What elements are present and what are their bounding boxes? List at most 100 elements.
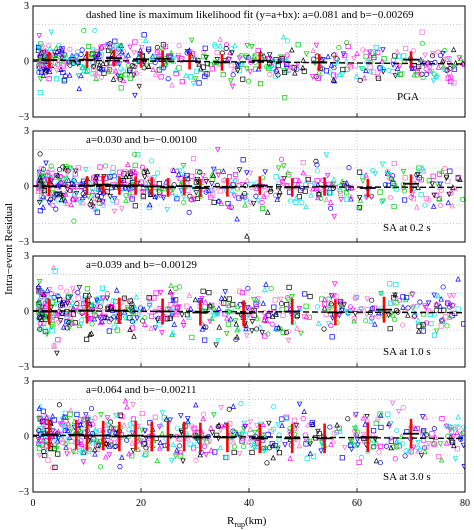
residual-point (409, 191, 416, 198)
residual-point (426, 178, 432, 184)
residual-point (279, 56, 285, 62)
residual-point (130, 402, 136, 408)
residual-point (149, 158, 155, 164)
residual-point (433, 301, 440, 307)
residual-point (394, 427, 400, 434)
residual-point (433, 328, 440, 335)
residual-point (132, 151, 138, 157)
residual-point (152, 59, 158, 65)
residual-point (48, 163, 54, 169)
residual-point (364, 59, 370, 65)
residual-point (240, 76, 246, 82)
residual-point (319, 440, 325, 446)
residual-point (245, 438, 252, 445)
residual-point (121, 295, 127, 301)
residual-point (227, 315, 234, 322)
residual-point (449, 310, 456, 317)
residual-point (36, 405, 43, 411)
residual-point (64, 200, 70, 206)
residual-point (90, 436, 97, 442)
residual-point (68, 426, 75, 433)
residual-point (433, 307, 439, 313)
residual-point (200, 173, 206, 179)
residual-point (149, 313, 155, 319)
residual-point (105, 68, 112, 74)
residual-point (388, 421, 394, 427)
residual-point (233, 178, 239, 184)
residual-point (96, 185, 102, 191)
residual-point (230, 72, 236, 78)
residual-point (439, 57, 446, 64)
residual-point (421, 428, 427, 434)
residual-point (175, 435, 181, 441)
residual-point (62, 197, 69, 204)
residual-point (289, 293, 295, 300)
residual-point (277, 188, 283, 194)
residual-point (347, 304, 353, 310)
axes-labels: Intra−event Residual Rrup(km) (3, 203, 267, 529)
residual-point (266, 52, 273, 58)
residual-point (414, 69, 421, 75)
residual-point (452, 456, 459, 462)
residual-point (143, 451, 149, 457)
residual-point (96, 66, 102, 72)
residual-point (300, 416, 306, 422)
residual-point (385, 411, 391, 417)
residual-point (166, 307, 172, 313)
residual-point (344, 179, 350, 186)
residual-point (218, 405, 224, 411)
residual-point (96, 175, 102, 182)
residual-point (35, 287, 42, 294)
residual-point (49, 194, 55, 200)
residual-point (328, 189, 334, 195)
residual-point (209, 302, 215, 308)
residual-point (113, 299, 119, 305)
residual-point (53, 52, 59, 59)
residual-point (77, 439, 83, 446)
residual-point (37, 414, 43, 421)
residual-point (293, 199, 299, 205)
residual-point (91, 64, 97, 71)
residual-point (337, 428, 343, 434)
residual-point (195, 169, 201, 175)
residual-point (253, 193, 259, 199)
residual-point (98, 45, 105, 51)
residual-point (97, 164, 103, 170)
residual-point (245, 78, 252, 84)
residual-point (165, 76, 171, 82)
residual-point (373, 457, 380, 464)
residual-point (64, 288, 70, 294)
residual-point (156, 444, 163, 451)
residual-point (263, 281, 269, 287)
residual-point (289, 46, 295, 53)
residual-point (106, 174, 113, 181)
residual-point (125, 161, 131, 167)
residual-point (163, 416, 170, 422)
residual-point (431, 441, 437, 447)
residual-point (75, 48, 81, 55)
residual-point (180, 323, 187, 329)
residual-point (84, 336, 90, 342)
residual-point (79, 429, 85, 436)
residual-point (280, 312, 286, 318)
residual-point (310, 185, 316, 192)
residual-point (415, 440, 421, 446)
residual-point (71, 188, 77, 194)
residual-point (50, 322, 56, 328)
residual-point (426, 197, 432, 203)
residual-point (80, 447, 87, 453)
residual-point (253, 66, 259, 72)
residual-point (39, 294, 45, 300)
residual-point (209, 187, 215, 193)
residual-point (88, 419, 95, 425)
residual-point (115, 73, 121, 80)
residual-point (328, 205, 334, 211)
residual-point (459, 196, 465, 202)
residual-point (215, 197, 222, 204)
residual-point (139, 410, 145, 417)
residual-point (328, 62, 335, 68)
residual-point (249, 44, 255, 50)
residual-point (233, 171, 239, 178)
residual-point (391, 160, 397, 167)
residual-point (255, 47, 261, 54)
